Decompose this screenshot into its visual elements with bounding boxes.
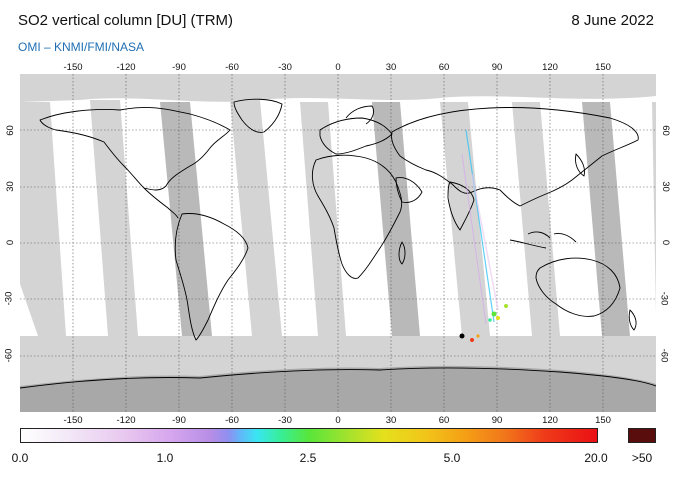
colorbar-overflow-swatch bbox=[628, 428, 656, 443]
lon-tick-top: 60 bbox=[438, 62, 450, 73]
lon-tick-bottom: -60 bbox=[225, 415, 239, 426]
lat-tick-left: 60 bbox=[4, 125, 16, 136]
lat-tick-right: 0 bbox=[660, 239, 672, 246]
lon-tick-top: 90 bbox=[491, 62, 503, 73]
lon-tick-bottom: -30 bbox=[278, 415, 292, 426]
coast-asia bbox=[391, 107, 639, 207]
coast-new-zealand bbox=[628, 309, 637, 331]
lat-tick-left: -60 bbox=[3, 348, 15, 363]
colorbar-label: 5.0 bbox=[443, 451, 461, 465]
lon-tick-top: -150 bbox=[63, 62, 83, 73]
coast-north-america bbox=[39, 107, 231, 191]
lon-tick-bottom: -120 bbox=[116, 415, 136, 426]
lon-tick-bottom: 150 bbox=[595, 415, 611, 426]
data-source: OMI – KNMI/FMI/NASA bbox=[18, 40, 145, 54]
lon-tick-bottom: 0 bbox=[335, 415, 341, 426]
coast-antarctica bbox=[20, 367, 656, 389]
lon-tick-top: -120 bbox=[116, 62, 136, 73]
colorbar bbox=[20, 428, 598, 443]
lon-tick-top: -90 bbox=[172, 62, 186, 73]
coast-arabia bbox=[395, 177, 423, 203]
lon-tick-bottom: 30 bbox=[385, 415, 397, 426]
lat-tick-left: 30 bbox=[4, 181, 16, 192]
colorbar-label: 1.0 bbox=[156, 451, 174, 465]
lon-tick-bottom: 90 bbox=[491, 415, 503, 426]
colorbar-label: 0.0 bbox=[11, 451, 29, 465]
coast-india bbox=[447, 181, 475, 231]
coast-central-america bbox=[143, 187, 179, 219]
so2-map bbox=[20, 74, 656, 412]
coastlines bbox=[20, 98, 656, 389]
coast-scandinavia bbox=[345, 105, 375, 125]
lon-tick-top: 0 bbox=[335, 62, 341, 73]
colorbar-label: 2.5 bbox=[299, 451, 317, 465]
coast-madagascar bbox=[398, 241, 406, 265]
lon-tick-top: -30 bbox=[278, 62, 292, 73]
lat-tick-right: -30 bbox=[658, 291, 670, 306]
lat-tick-right: -60 bbox=[658, 348, 670, 363]
coast-europe bbox=[319, 117, 393, 155]
coast-greenland bbox=[233, 98, 283, 133]
map-date: 8 June 2022 bbox=[571, 12, 654, 29]
coast-indonesia bbox=[509, 231, 577, 249]
lon-tick-top: 150 bbox=[595, 62, 611, 73]
world-map-svg bbox=[20, 74, 656, 412]
coast-south-america bbox=[174, 213, 249, 341]
lat-tick-right: 60 bbox=[659, 125, 671, 136]
lat-tick-right: 30 bbox=[659, 181, 671, 192]
graticule bbox=[20, 74, 656, 412]
lon-tick-bottom: -150 bbox=[63, 415, 83, 426]
lon-tick-bottom: 120 bbox=[542, 415, 558, 426]
lon-tick-top: 120 bbox=[542, 62, 558, 73]
coast-africa bbox=[311, 154, 403, 279]
colorbar-label: >50 bbox=[631, 451, 653, 465]
lon-tick-bottom: -90 bbox=[172, 415, 186, 426]
map-title: SO2 vertical column [DU] (TRM) bbox=[18, 12, 234, 29]
lat-tick-left: 0 bbox=[5, 239, 17, 246]
lat-tick-left: -30 bbox=[3, 291, 15, 306]
coast-australia bbox=[535, 257, 621, 317]
lon-tick-top: 30 bbox=[385, 62, 397, 73]
lon-tick-bottom: 60 bbox=[438, 415, 450, 426]
coast-japan bbox=[575, 153, 585, 177]
colorbar-label: 20.0 bbox=[584, 451, 608, 465]
so2-traces bbox=[459, 129, 508, 342]
lon-tick-top: -60 bbox=[225, 62, 239, 73]
